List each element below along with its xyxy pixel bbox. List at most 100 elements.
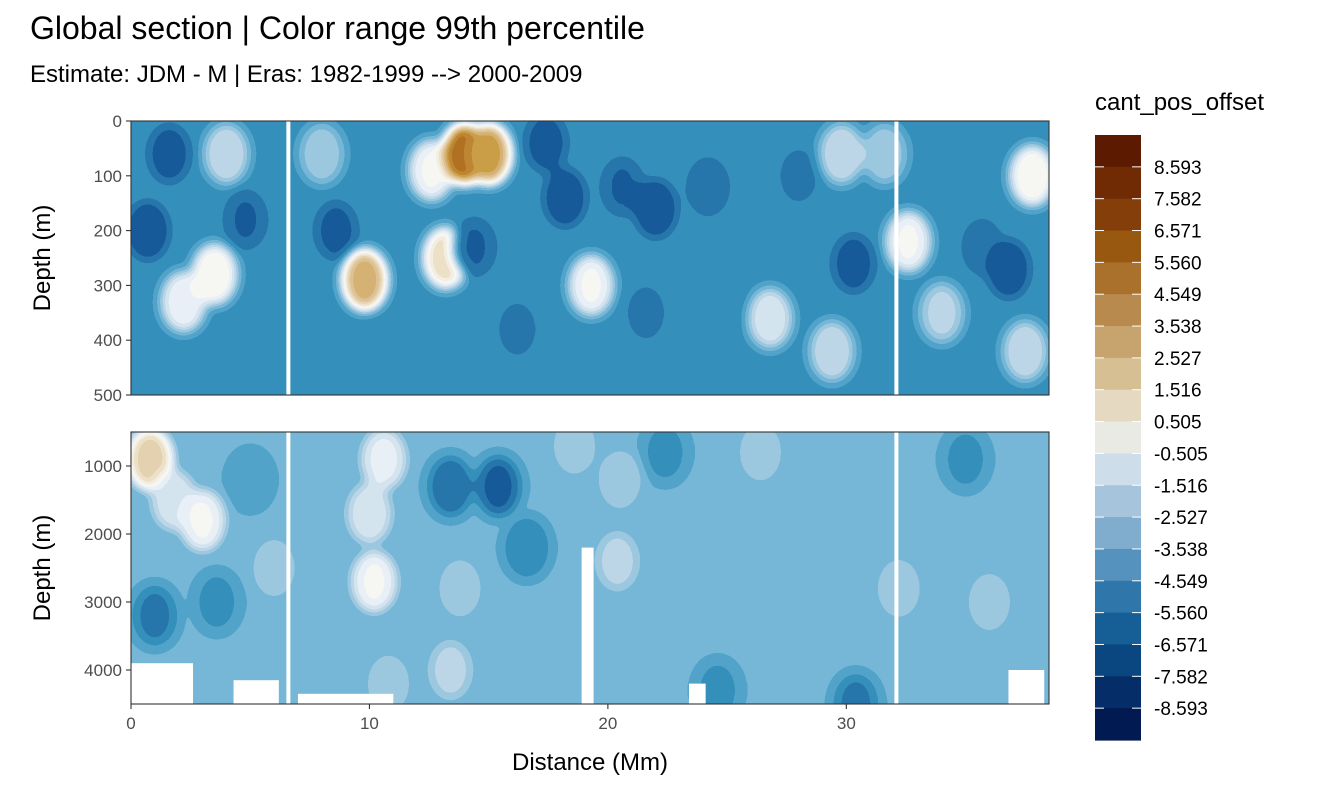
heatmap-cell — [705, 277, 750, 338]
y-tick-label: 3000 — [84, 593, 122, 612]
heatmap-cell — [495, 299, 540, 360]
heatmap-cell — [409, 140, 454, 201]
legend-label: 2.527 — [1154, 349, 1202, 370]
legend-swatch — [1095, 421, 1141, 455]
heatmap-cell — [132, 585, 177, 646]
heatmap-cell — [228, 449, 273, 510]
upper-heatmap — [131, 121, 1049, 395]
heatmap-cell — [523, 121, 568, 173]
heatmap-cell — [748, 288, 792, 349]
heatmap-cell — [810, 321, 854, 382]
legend-swatch — [1095, 389, 1141, 423]
heatmap-cell — [597, 449, 642, 510]
heatmap-cell — [600, 156, 645, 217]
y-tick-label: 100 — [94, 167, 122, 186]
heatmap-cell — [428, 456, 473, 517]
y-axis-title-upper: Depth (m) — [29, 205, 56, 312]
y-tick-label: 1000 — [84, 457, 122, 476]
heatmap-cell — [359, 321, 404, 382]
legend-label: -3.538 — [1154, 540, 1208, 561]
legend-label: -8.593 — [1154, 699, 1208, 720]
heatmap-cell — [299, 123, 344, 184]
heatmap-cell — [876, 558, 921, 619]
station-gap — [894, 432, 899, 704]
legend-swatch — [1095, 166, 1141, 200]
legend-title: cant_pos_offset — [1095, 89, 1264, 116]
legend-label: 4.549 — [1154, 285, 1202, 306]
legend-label: 8.593 — [1154, 158, 1202, 179]
legend-swatch — [1095, 708, 1141, 741]
legend-swatch — [1095, 612, 1141, 646]
color-legend: cant_pos_offset 8.593 7.582 6.571 5.560 4.54… — [1095, 89, 1264, 741]
legend-swatch — [1095, 357, 1141, 391]
heatmap-cell — [192, 244, 237, 305]
heatmap-cell — [131, 200, 170, 261]
legend-swatch — [1095, 580, 1141, 614]
heatmap-cell — [569, 255, 614, 316]
no-data-region — [233, 680, 279, 704]
heatmap-cell — [919, 282, 964, 343]
heatmap-cell — [967, 572, 1012, 632]
legend-swatch — [1095, 135, 1141, 168]
no-data-region — [581, 547, 594, 704]
upper-panel-border — [130, 120, 1050, 396]
legend-label: 6.571 — [1154, 222, 1202, 243]
legend-swatch — [1095, 517, 1141, 550]
legend-label: 1.516 — [1154, 381, 1202, 402]
y-tick-label: 4000 — [84, 661, 122, 680]
legend-label: -0.505 — [1154, 444, 1208, 465]
heatmap-cell — [695, 660, 740, 704]
x-tick-label: 10 — [360, 714, 379, 733]
heatmap-cell — [438, 558, 482, 619]
heatmap-cell — [795, 463, 840, 524]
y-axis-title-lower: Depth (m) — [29, 515, 56, 622]
heatmap-cell — [361, 432, 406, 490]
legend-label: 3.538 — [1154, 317, 1202, 338]
heatmap-cell — [347, 483, 392, 544]
heatmap-cell — [886, 211, 931, 272]
heatmap-cell — [180, 490, 225, 551]
heatmap-cell — [1010, 145, 1049, 206]
legend-swatch — [1095, 676, 1141, 709]
heatmap-cell — [366, 653, 411, 704]
no-data-region — [297, 693, 394, 704]
legend-label: 7.582 — [1154, 190, 1202, 211]
heatmap-cell — [776, 145, 821, 206]
legend-swatch — [1095, 198, 1141, 232]
heatmap-cell — [452, 217, 497, 277]
legend-swatch — [1095, 453, 1141, 486]
legend-label: 0.505 — [1154, 413, 1202, 434]
heatmap-cell — [624, 282, 668, 343]
chart-subtitle: Estimate: JDM - M | Eras: 1982-1999 --> … — [30, 61, 583, 88]
legend-swatch — [1095, 326, 1141, 359]
heatmap-cell — [738, 432, 783, 483]
heatmap-cell — [342, 249, 387, 310]
heatmap-cell — [633, 178, 678, 239]
heatmap-cell — [352, 551, 397, 612]
y-tick-label: 500 — [94, 386, 122, 405]
lower-panel-border — [130, 431, 1050, 705]
heatmap-cell — [543, 167, 587, 228]
upper-panel: 0 100 200 300 400 500 — [94, 112, 1050, 405]
x-tick-label: 30 — [837, 714, 856, 733]
legend-swatch — [1095, 485, 1141, 518]
legend-swatch — [1095, 548, 1141, 582]
heatmap-cell — [986, 239, 1031, 299]
y-tick-label: 0 — [113, 112, 122, 131]
y-tick-label: 300 — [94, 276, 122, 295]
heatmap-cell — [131, 432, 173, 490]
legend-label: -4.549 — [1154, 572, 1208, 593]
legend-label: -1.516 — [1154, 476, 1208, 497]
heatmap-cell — [252, 538, 297, 598]
lower-panel: 1000 2000 3000 4000 — [84, 431, 1050, 705]
heatmap-cell — [504, 517, 549, 578]
heatmap-cell — [314, 200, 359, 261]
y-tick-label: 400 — [94, 331, 122, 350]
heatmap-cell — [862, 123, 907, 184]
no-data-region — [131, 663, 193, 704]
legend-label: -7.582 — [1154, 667, 1208, 688]
y-tick-label: 2000 — [84, 525, 122, 544]
heatmap-cell — [242, 321, 287, 382]
heatmap-cell — [466, 123, 511, 184]
